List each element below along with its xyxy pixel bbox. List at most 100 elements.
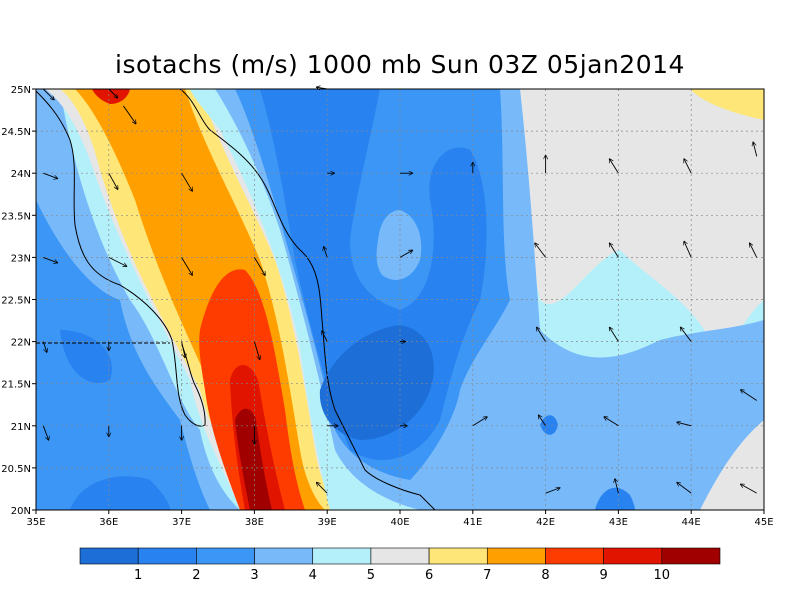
chart-title: isotachs (m/s) 1000 mb Sun 03Z 05jan2014 bbox=[115, 50, 685, 79]
wind-arrow bbox=[609, 243, 619, 258]
colorbar-label: 1 bbox=[134, 568, 142, 583]
y-tick-label: 20N bbox=[11, 506, 31, 517]
colorbar-swatch bbox=[603, 547, 663, 565]
wind-arrow bbox=[254, 257, 265, 275]
wind-arrow bbox=[609, 159, 619, 174]
x-tick-label: 37E bbox=[172, 517, 191, 528]
grid-lines bbox=[36, 89, 764, 510]
colorbar-label: 7 bbox=[483, 568, 491, 583]
colorbar-label: 8 bbox=[541, 568, 549, 583]
colorbar-label: 5 bbox=[367, 568, 375, 583]
yellow-patch-ne bbox=[690, 89, 764, 120]
wind-arrow bbox=[108, 88, 118, 98]
wind-arrow bbox=[181, 172, 193, 191]
y-tick-label: 24N bbox=[11, 169, 31, 180]
wind-arrow bbox=[108, 256, 127, 266]
wind-arrow bbox=[324, 247, 328, 258]
wind-arrow bbox=[741, 484, 757, 494]
wind-arrow bbox=[677, 482, 692, 494]
colorbar-label: 6 bbox=[425, 568, 433, 583]
wind-arrow bbox=[316, 482, 328, 494]
colorbar-swatch bbox=[137, 547, 197, 565]
colorbar-swatch bbox=[545, 547, 604, 565]
wind-arrow bbox=[181, 257, 193, 275]
coastlines bbox=[36, 89, 436, 510]
maroon-core bbox=[235, 408, 272, 510]
wind-arrow bbox=[615, 479, 619, 494]
wind-arrow bbox=[680, 327, 692, 342]
wind-arrow bbox=[604, 417, 619, 427]
colorbar: 1 2 3 4 5 6 7 8 9 10 bbox=[79, 547, 721, 583]
colorbar-swatch bbox=[428, 547, 488, 565]
blue-deep-southwest bbox=[70, 476, 170, 510]
wind-arrow bbox=[684, 159, 692, 174]
x-tick-label: 42E bbox=[536, 517, 555, 528]
wind-arrow bbox=[42, 88, 54, 100]
colorbar-label: 9 bbox=[599, 568, 607, 583]
wind-arrow bbox=[538, 415, 546, 427]
x-tick-label: 39E bbox=[318, 517, 337, 528]
y-tick-label: 21N bbox=[11, 422, 31, 433]
colorbar-label: 2 bbox=[192, 568, 200, 583]
wind-arrow bbox=[108, 172, 118, 189]
colorbar-label: 4 bbox=[309, 568, 317, 583]
blue-darkest-central bbox=[319, 325, 434, 440]
blue-core-west bbox=[36, 200, 210, 510]
wind-arrow bbox=[609, 327, 619, 342]
x-axis-ticks: 35E 36E 37E 38E 39E 40E 41E 42E 43E 44E 45E bbox=[26, 510, 774, 528]
wind-arrow bbox=[537, 327, 546, 342]
wind-arrow bbox=[750, 243, 758, 258]
wind-arrow bbox=[42, 425, 48, 440]
wind-arrows bbox=[42, 87, 758, 494]
wind-arrow bbox=[43, 256, 57, 262]
colorbar-swatch bbox=[196, 547, 255, 565]
colorbar-swatch bbox=[370, 547, 430, 565]
x-tick-label: 40E bbox=[390, 517, 409, 528]
y-tick-label: 20.5N bbox=[1, 464, 31, 475]
wind-arrow bbox=[399, 250, 413, 258]
colorbar-label: 3 bbox=[250, 568, 258, 583]
wind-arrow bbox=[472, 417, 487, 427]
y-tick-label: 22N bbox=[11, 338, 31, 349]
y-tick-label: 23N bbox=[11, 253, 31, 264]
lightblue-hole bbox=[376, 210, 422, 280]
african-coastline bbox=[36, 90, 206, 427]
wind-arrow bbox=[677, 422, 692, 427]
arabian-coastline bbox=[179, 89, 436, 510]
x-tick-label: 43E bbox=[609, 517, 628, 528]
wind-arrow bbox=[253, 341, 259, 360]
colorbar-label: 10 bbox=[654, 568, 671, 583]
y-tick-label: 23.5N bbox=[1, 211, 31, 222]
colorbar-swatch bbox=[79, 547, 139, 565]
wind-arrow bbox=[684, 241, 692, 258]
lightblue-coast-east bbox=[190, 89, 400, 510]
wind-arrow bbox=[42, 341, 47, 353]
blue-dot-south bbox=[540, 415, 558, 435]
colorbar-swatch bbox=[254, 547, 314, 565]
wind-arrow bbox=[43, 172, 57, 178]
x-tick-label: 44E bbox=[682, 517, 701, 528]
y-tick-label: 25N bbox=[11, 85, 31, 96]
colorbar-swatch bbox=[486, 547, 546, 565]
x-tick-label: 36E bbox=[99, 517, 118, 528]
wind-arrow bbox=[753, 142, 758, 157]
x-tick-label: 41E bbox=[463, 517, 482, 528]
blue-patch-south bbox=[595, 487, 635, 510]
x-tick-label: 35E bbox=[26, 517, 45, 528]
y-tick-label: 21.5N bbox=[1, 380, 31, 391]
x-tick-label: 45E bbox=[754, 517, 773, 528]
colorbar-swatch bbox=[661, 547, 721, 565]
y-tick-label: 24.5N bbox=[1, 127, 31, 138]
wind-arrow bbox=[741, 390, 757, 401]
colorbar-swatch bbox=[312, 547, 372, 565]
y-tick-label: 22.5N bbox=[1, 296, 31, 307]
wind-arrow bbox=[535, 243, 546, 258]
gray-region-east bbox=[515, 89, 764, 346]
wind-arrow bbox=[545, 488, 560, 494]
wind-arrow bbox=[122, 105, 136, 124]
x-tick-label: 38E bbox=[245, 517, 264, 528]
y-axis-ticks: 20N 20.5N 21N 21.5N 22N 22.5N 23N 23.5N 24N 24.5N… bbox=[1, 85, 36, 517]
darkred-north-patch bbox=[92, 89, 130, 104]
wind-arrow bbox=[322, 331, 328, 342]
